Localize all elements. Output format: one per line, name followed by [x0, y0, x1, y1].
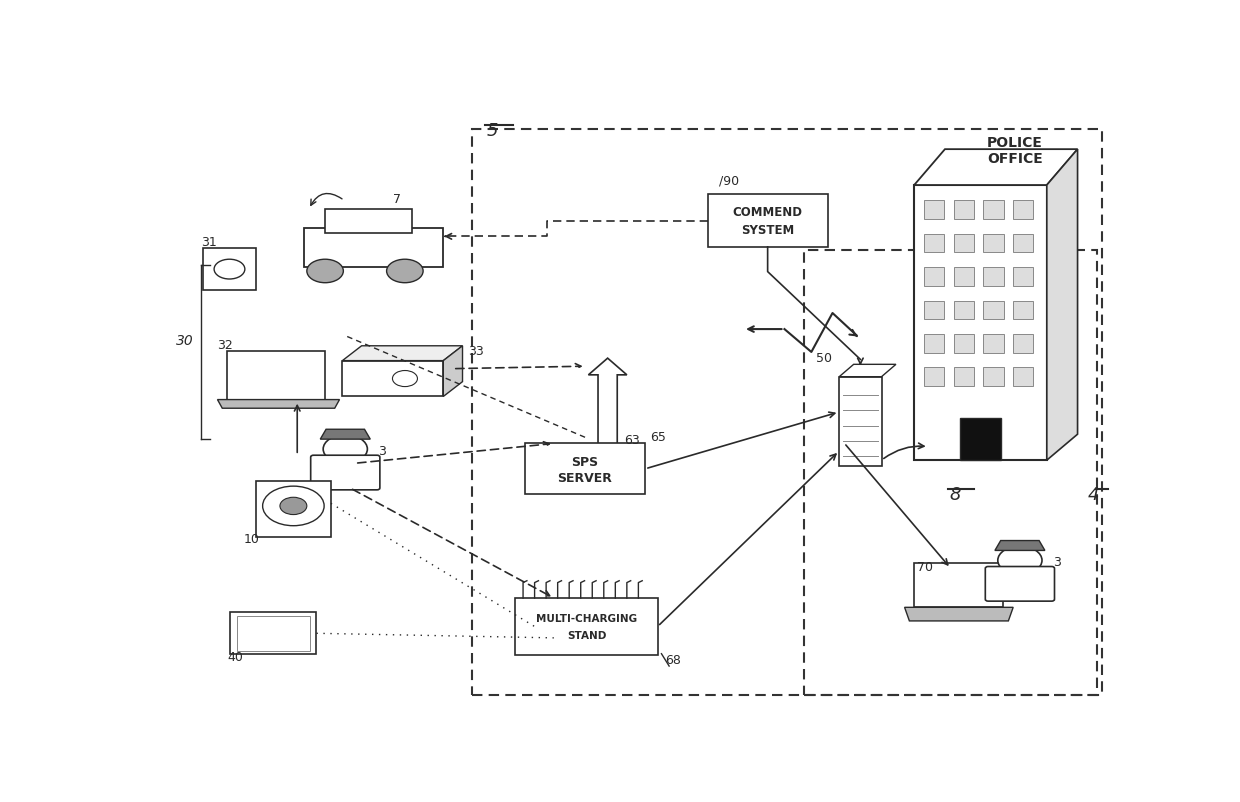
Polygon shape — [589, 358, 627, 448]
Bar — [342, 361, 444, 397]
Text: 10: 10 — [243, 532, 259, 545]
Bar — [924, 302, 944, 320]
Bar — [325, 210, 412, 233]
Polygon shape — [839, 365, 897, 377]
Text: STAND: STAND — [567, 630, 606, 640]
Bar — [954, 234, 973, 253]
FancyBboxPatch shape — [311, 456, 379, 490]
Text: OFFICE: OFFICE — [987, 152, 1043, 166]
Text: 5: 5 — [486, 122, 498, 140]
Polygon shape — [320, 430, 371, 439]
Bar — [1013, 334, 1033, 353]
Text: 50: 50 — [816, 352, 832, 365]
Text: 31: 31 — [201, 236, 217, 249]
Polygon shape — [444, 346, 463, 397]
Text: 4: 4 — [1087, 485, 1099, 504]
Bar — [914, 186, 1047, 460]
Bar — [983, 234, 1003, 253]
Text: 3: 3 — [378, 444, 386, 457]
Bar — [229, 613, 316, 654]
Bar — [954, 268, 973, 286]
Bar — [924, 368, 944, 387]
Bar — [954, 334, 973, 353]
Text: SERVER: SERVER — [558, 472, 613, 484]
Text: 65: 65 — [650, 431, 666, 444]
Bar — [255, 481, 331, 538]
Bar — [804, 250, 1096, 695]
Text: MULTI-CHARGING: MULTI-CHARGING — [536, 614, 637, 624]
Bar — [960, 419, 1001, 460]
Bar — [516, 598, 657, 655]
Text: POLICE: POLICE — [987, 136, 1043, 150]
FancyBboxPatch shape — [986, 567, 1054, 602]
Text: 8: 8 — [950, 485, 961, 504]
Bar — [954, 368, 973, 387]
Text: 63: 63 — [624, 433, 640, 446]
Bar — [472, 130, 1101, 695]
Bar — [203, 249, 255, 291]
Circle shape — [998, 546, 1042, 575]
Bar — [1013, 201, 1033, 220]
Bar — [983, 268, 1003, 286]
Bar — [1013, 368, 1033, 387]
Text: 7: 7 — [393, 192, 402, 205]
Bar — [708, 195, 828, 248]
Bar — [227, 352, 325, 400]
Text: 70: 70 — [918, 561, 932, 573]
Text: SYSTEM: SYSTEM — [742, 224, 795, 237]
Circle shape — [324, 435, 367, 464]
Bar — [924, 201, 944, 220]
Circle shape — [387, 260, 423, 283]
Text: 30: 30 — [176, 334, 193, 347]
Bar — [924, 234, 944, 253]
Polygon shape — [217, 400, 340, 409]
Bar — [983, 334, 1003, 353]
Text: 3: 3 — [1054, 556, 1061, 569]
Text: SPS: SPS — [572, 456, 599, 468]
Polygon shape — [905, 608, 1013, 621]
Polygon shape — [994, 541, 1045, 551]
Bar — [954, 302, 973, 320]
Text: COMMEND: COMMEND — [733, 206, 802, 219]
Polygon shape — [914, 150, 1078, 186]
Text: 68: 68 — [666, 653, 681, 666]
Bar — [1013, 234, 1033, 253]
Circle shape — [280, 497, 306, 515]
Bar — [237, 616, 310, 650]
Bar — [914, 563, 1003, 608]
Bar — [1013, 302, 1033, 320]
Text: 32: 32 — [217, 338, 233, 351]
Bar — [924, 268, 944, 286]
Bar — [304, 229, 444, 267]
Bar — [954, 201, 973, 220]
Bar — [983, 302, 1003, 320]
Circle shape — [393, 371, 418, 387]
Text: 33: 33 — [469, 345, 484, 358]
Circle shape — [306, 260, 343, 283]
Polygon shape — [1047, 150, 1078, 460]
Bar — [983, 201, 1003, 220]
Bar — [924, 334, 944, 353]
Text: /90: /90 — [719, 174, 739, 187]
Polygon shape — [342, 346, 463, 361]
Bar — [1013, 268, 1033, 286]
Text: 40: 40 — [227, 650, 243, 663]
Bar — [525, 444, 645, 495]
Bar — [839, 377, 882, 467]
Bar — [983, 368, 1003, 387]
